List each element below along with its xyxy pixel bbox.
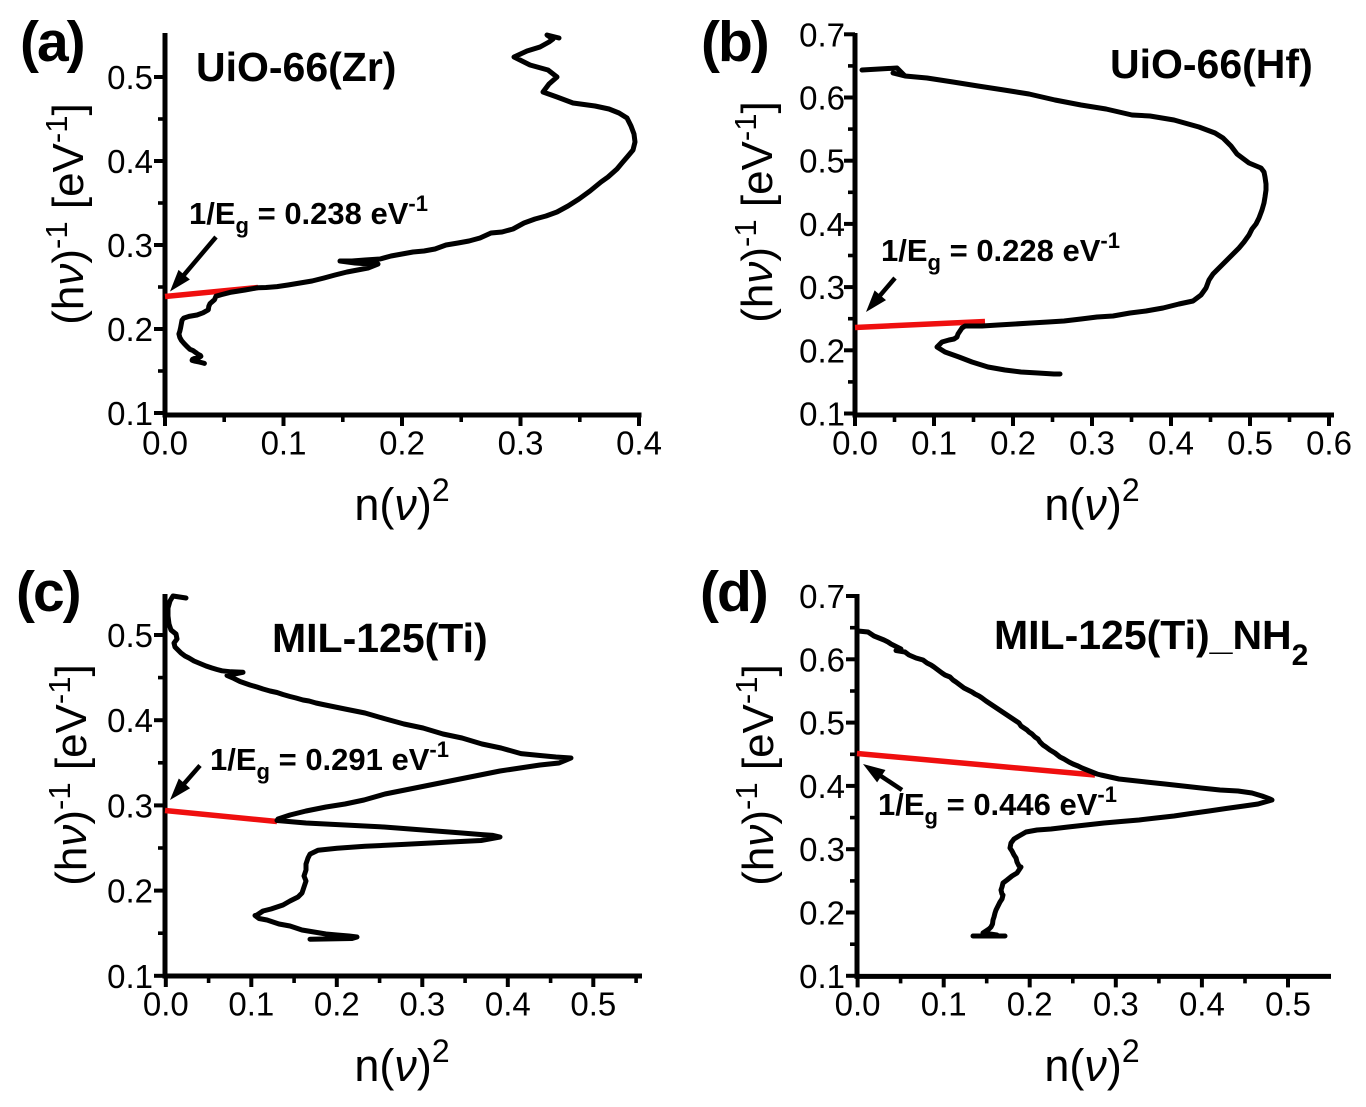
svg-text:(a): (a) [20,10,84,74]
svg-text:0.1: 0.1 [107,395,153,432]
svg-text:(d): (d) [700,560,767,624]
svg-text:0.5: 0.5 [570,986,616,1023]
svg-text:0.3: 0.3 [107,227,153,264]
svg-text:0.1: 0.1 [261,425,307,462]
svg-text:0.4: 0.4 [799,768,845,805]
svg-text:(hν)-1 [eV-1]: (hν)-1 [eV-1] [729,664,783,885]
svg-text:0.3: 0.3 [399,986,445,1023]
svg-text:0.3: 0.3 [1069,425,1115,462]
svg-text:0.4: 0.4 [107,702,153,739]
svg-text:0.4: 0.4 [1148,425,1194,462]
svg-text:0.3: 0.3 [107,787,153,824]
svg-text:1/Eg = 0.291 eV-1: 1/Eg = 0.291 eV-1 [210,737,449,784]
svg-text:0.4: 0.4 [616,425,662,462]
svg-text:0.1: 0.1 [911,425,957,462]
svg-text:0.5: 0.5 [107,617,153,654]
svg-text:0.1: 0.1 [799,958,845,995]
svg-text:0.6: 0.6 [1306,425,1352,462]
svg-text:0.1: 0.1 [799,396,845,433]
svg-text:0.3: 0.3 [1093,986,1139,1023]
svg-text:0.7: 0.7 [799,578,845,615]
svg-text:n(ν)2: n(ν)2 [1044,472,1139,530]
svg-text:0.5: 0.5 [1265,986,1311,1023]
svg-text:MIL-125(Ti): MIL-125(Ti) [272,615,488,661]
svg-text:n(ν)2: n(ν)2 [354,1033,449,1091]
svg-text:0.3: 0.3 [799,831,845,868]
svg-text:1/Eg = 0.228 eV-1: 1/Eg = 0.228 eV-1 [881,228,1120,275]
svg-text:1/Eg = 0.446 eV-1: 1/Eg = 0.446 eV-1 [878,782,1117,829]
svg-text:1/Eg = 0.238 eV-1: 1/Eg = 0.238 eV-1 [189,191,428,238]
svg-text:0.0: 0.0 [832,425,878,462]
svg-text:0.6: 0.6 [799,80,845,117]
svg-text:0.1: 0.1 [107,958,153,995]
svg-text:0.1: 0.1 [228,986,274,1023]
svg-text:0.5: 0.5 [1227,425,1273,462]
svg-text:(hν)-1 [eV-1]: (hν)-1 [eV-1] [42,664,96,885]
svg-text:0.4: 0.4 [485,986,531,1023]
svg-text:0.0: 0.0 [143,986,189,1023]
svg-text:0.4: 0.4 [107,143,153,180]
svg-text:(b): (b) [701,10,768,74]
svg-text:0.3: 0.3 [498,425,544,462]
svg-text:0.2: 0.2 [314,986,360,1023]
svg-text:0.2: 0.2 [1007,986,1053,1023]
svg-text:0.2: 0.2 [107,873,153,910]
svg-text:0.4: 0.4 [799,206,845,243]
svg-text:UiO-66(Hf): UiO-66(Hf) [1110,41,1313,87]
svg-text:0.2: 0.2 [799,332,845,369]
svg-text:0.2: 0.2 [990,425,1036,462]
svg-text:0.0: 0.0 [835,986,881,1023]
svg-text:0.5: 0.5 [107,59,153,96]
svg-text:UiO-66(Zr): UiO-66(Zr) [196,44,396,90]
svg-text:0.6: 0.6 [799,641,845,678]
svg-text:0.2: 0.2 [379,425,425,462]
svg-text:0.1: 0.1 [921,986,967,1023]
svg-text:0.5: 0.5 [799,143,845,180]
svg-text:0.0: 0.0 [142,425,188,462]
svg-text:0.4: 0.4 [1179,986,1225,1023]
svg-text:0.7: 0.7 [799,16,845,53]
svg-text:0.5: 0.5 [799,705,845,742]
svg-text:(c): (c) [16,560,80,624]
svg-text:0.3: 0.3 [799,269,845,306]
svg-text:0.2: 0.2 [107,311,153,348]
svg-text:0.2: 0.2 [799,895,845,932]
